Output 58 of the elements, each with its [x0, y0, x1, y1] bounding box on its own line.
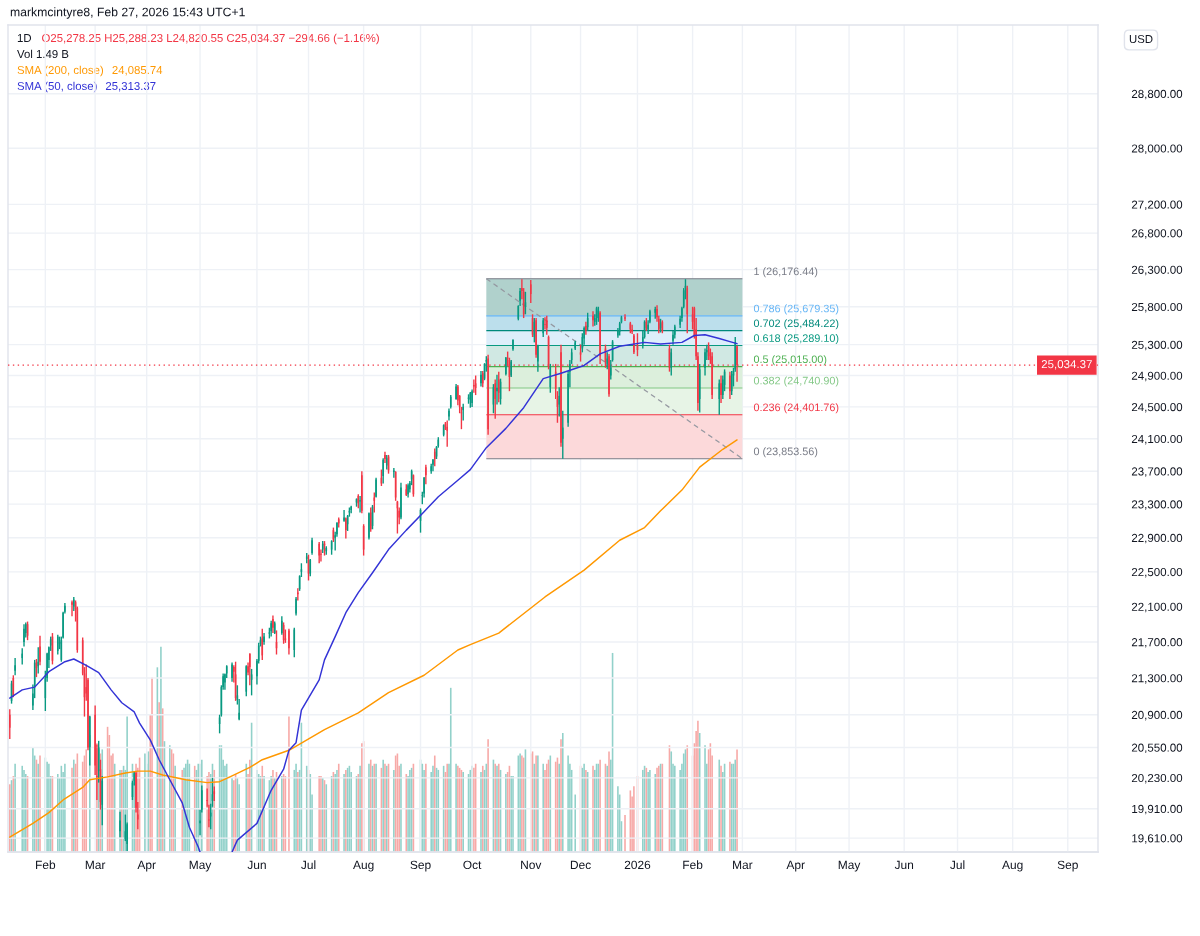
- y-tick-label: 24,900.00: [1131, 371, 1183, 382]
- y-tick-label: 22,900.00: [1131, 533, 1183, 544]
- x-tick-label: May: [838, 860, 861, 872]
- x-tick-label: Jul: [301, 860, 316, 870]
- ref-line-label: 0.618 (25,289.10): [753, 334, 839, 345]
- text: O25,278.25 H25,288.23 L24,820.55 C25,034.37 −294.66 (−1.16%): [42, 33, 379, 45]
- x-tick-label: Sep: [1057, 860, 1078, 872]
- ref-line-label: 0.236 (24,401.76): [753, 403, 839, 414]
- y-tick-label: 28,000.00: [1131, 144, 1183, 154]
- x-tick-label: Dec: [570, 860, 591, 870]
- y-tick-label: 23,700.00: [1131, 467, 1183, 477]
- x-tick-label: Aug: [353, 860, 374, 872]
- ref-line-label: 1 (26,176.44): [754, 267, 818, 278]
- annotation: 25,313.37: [105, 81, 156, 92]
- y-tick-label: 20,900.00: [1131, 710, 1183, 721]
- annotation: 24,085.74: [112, 65, 163, 76]
- y-tick-label: 27,200.00: [1131, 200, 1183, 211]
- y-tick-label: 19,910.00: [1132, 804, 1183, 815]
- x-tick-label: Sep: [410, 860, 431, 872]
- y-tick-label: 22,100.00: [1131, 602, 1183, 613]
- x-tick-label: Feb: [36, 860, 56, 870]
- x-tick-label: Apr: [786, 860, 805, 872]
- y-tick-label: 23,300.00: [1131, 500, 1183, 510]
- x-tick-label: Oct: [463, 860, 482, 870]
- ref-line-label: 0.702 (25,484.22): [753, 319, 839, 330]
- x-tick-label: Jul: [950, 860, 965, 870]
- x-tick-label: Jun: [894, 860, 914, 870]
- y-tick-label: 25,300.00: [1131, 340, 1183, 351]
- y-tick-label: 19,610.00: [1132, 834, 1183, 844]
- y-tick-label: 26,300.00: [1131, 265, 1183, 276]
- y-tick-label: 21,300.00: [1131, 674, 1183, 684]
- ref-line-label: 0 (23,853.56): [753, 447, 818, 458]
- y-tick-label: 25,800.00: [1131, 302, 1183, 313]
- y-tick-label: 24,500.00: [1131, 403, 1183, 413]
- y-tick-label: 21,700.00: [1131, 638, 1183, 648]
- x-tick-label: Aug: [1002, 860, 1023, 872]
- ref-line-label: 25,034.37: [1041, 360, 1092, 370]
- text: markmcintyre8, Feb 27, 2026 15:43 UTC+1: [10, 7, 245, 19]
- x-tick-label: Mar: [733, 860, 753, 870]
- x-tick-label: Apr: [137, 860, 156, 872]
- x-tick-label: May: [189, 860, 212, 872]
- y-tick-label: 28,800.00: [1131, 89, 1183, 100]
- y-tick-label: 24,100.00: [1131, 434, 1183, 445]
- y-tick-label: 26,800.00: [1131, 229, 1183, 239]
- x-tick-label: Jun: [247, 860, 266, 870]
- ref-line-label: 0.382 (24,740.90): [753, 376, 839, 387]
- y-tick-label: 20,230.00: [1131, 773, 1183, 784]
- annotation: Vol 1.49 B: [17, 49, 69, 59]
- x-tick-label: Mar: [85, 860, 106, 870]
- x-tick-label: Nov: [521, 860, 542, 870]
- text: 1D: [17, 34, 32, 42]
- ref-line-label: 0.5 (25,015.00): [753, 355, 827, 366]
- x-tick-label: Feb: [683, 860, 703, 870]
- x-tick-label: 2026: [624, 860, 651, 870]
- y-axis-title: USD: [1129, 34, 1153, 44]
- ref-line-label: 0.786 (25,679.35): [753, 304, 839, 315]
- y-tick-label: 20,550.00: [1131, 743, 1183, 754]
- y-tick-label: 22,500.00: [1131, 567, 1183, 578]
